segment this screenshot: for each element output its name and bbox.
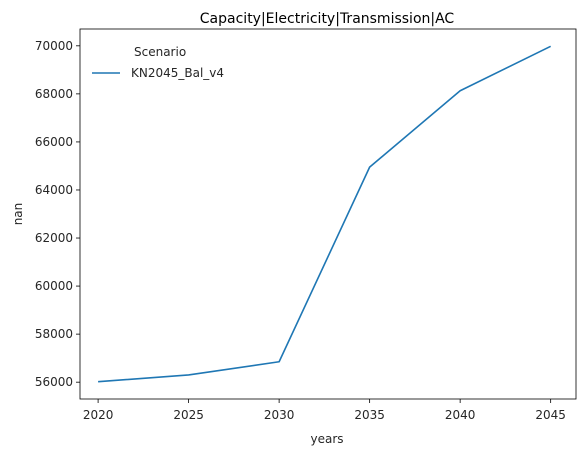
y-tick-label: 56000 — [35, 375, 73, 389]
x-tick-label: 2025 — [173, 408, 204, 422]
x-tick-label: 2030 — [264, 408, 295, 422]
y-tick-label: 70000 — [35, 39, 73, 53]
y-tick-label: 60000 — [35, 279, 73, 293]
x-axis-label: years — [310, 432, 343, 446]
legend: Scenario KN2045_Bal_v4 — [92, 45, 224, 80]
legend-label-series-0: KN2045_Bal_v4 — [131, 66, 224, 80]
legend-title: Scenario — [134, 45, 186, 59]
y-axis: 56000 58000 60000 62000 64000 66000 68000 70000 — [35, 39, 80, 389]
y-tick-label: 62000 — [35, 231, 73, 245]
plot-frame — [79, 28, 577, 400]
x-tick-label: 2020 — [83, 408, 114, 422]
series-layer — [98, 45, 552, 383]
series-line-0 — [98, 45, 552, 383]
y-tick-label: 58000 — [35, 327, 73, 341]
chart-title: Capacity|Electricity|Transmission|AC — [200, 11, 455, 27]
x-tick-label: 2040 — [445, 408, 476, 422]
x-axis: 2020 2025 2030 2035 2040 2045 — [83, 399, 566, 422]
x-tick-label: 2035 — [354, 408, 385, 422]
y-tick-label: 66000 — [35, 135, 73, 149]
y-tick-label: 68000 — [35, 87, 73, 101]
y-tick-label: 64000 — [35, 183, 73, 197]
y-axis-label: nan — [11, 203, 25, 226]
x-tick-label: 2045 — [535, 408, 566, 422]
